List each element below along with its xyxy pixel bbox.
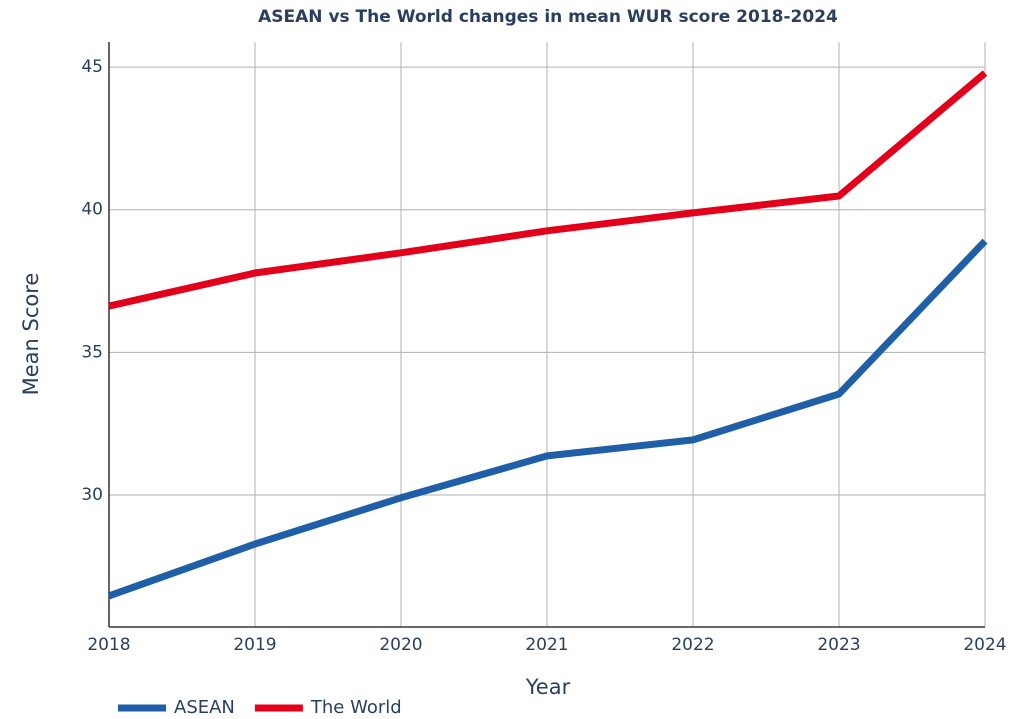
x-tick-label: 2020 [379,635,422,655]
series-line [108,70,988,310]
legend-label: ASEAN [174,697,235,718]
x-tick-label: 2022 [671,635,714,655]
x-tick-label: 2019 [233,635,276,655]
chart-title: ASEAN vs The World changes in mean WUR s… [258,7,838,27]
x-tick-label: 2018 [87,635,130,655]
series-line [107,238,988,600]
x-axis-label: Year [525,675,571,699]
legend-label: The World [310,697,402,718]
y-tick-label: 30 [81,485,103,505]
x-tick-label: 2023 [817,635,860,655]
y-tick-label: 45 [81,57,103,77]
x-tick-label: 2024 [963,635,1006,655]
y-axis-label: Mean Score [19,273,43,396]
y-tick-label: 40 [81,200,103,220]
y-tick-label: 35 [81,342,103,362]
x-tick-label: 2021 [525,635,568,655]
